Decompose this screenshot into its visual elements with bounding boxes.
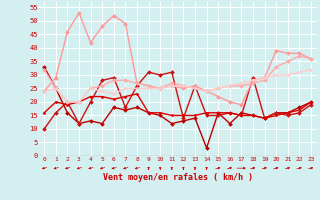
X-axis label: Vent moyen/en rafales ( km/h ): Vent moyen/en rafales ( km/h ) (103, 173, 252, 182)
